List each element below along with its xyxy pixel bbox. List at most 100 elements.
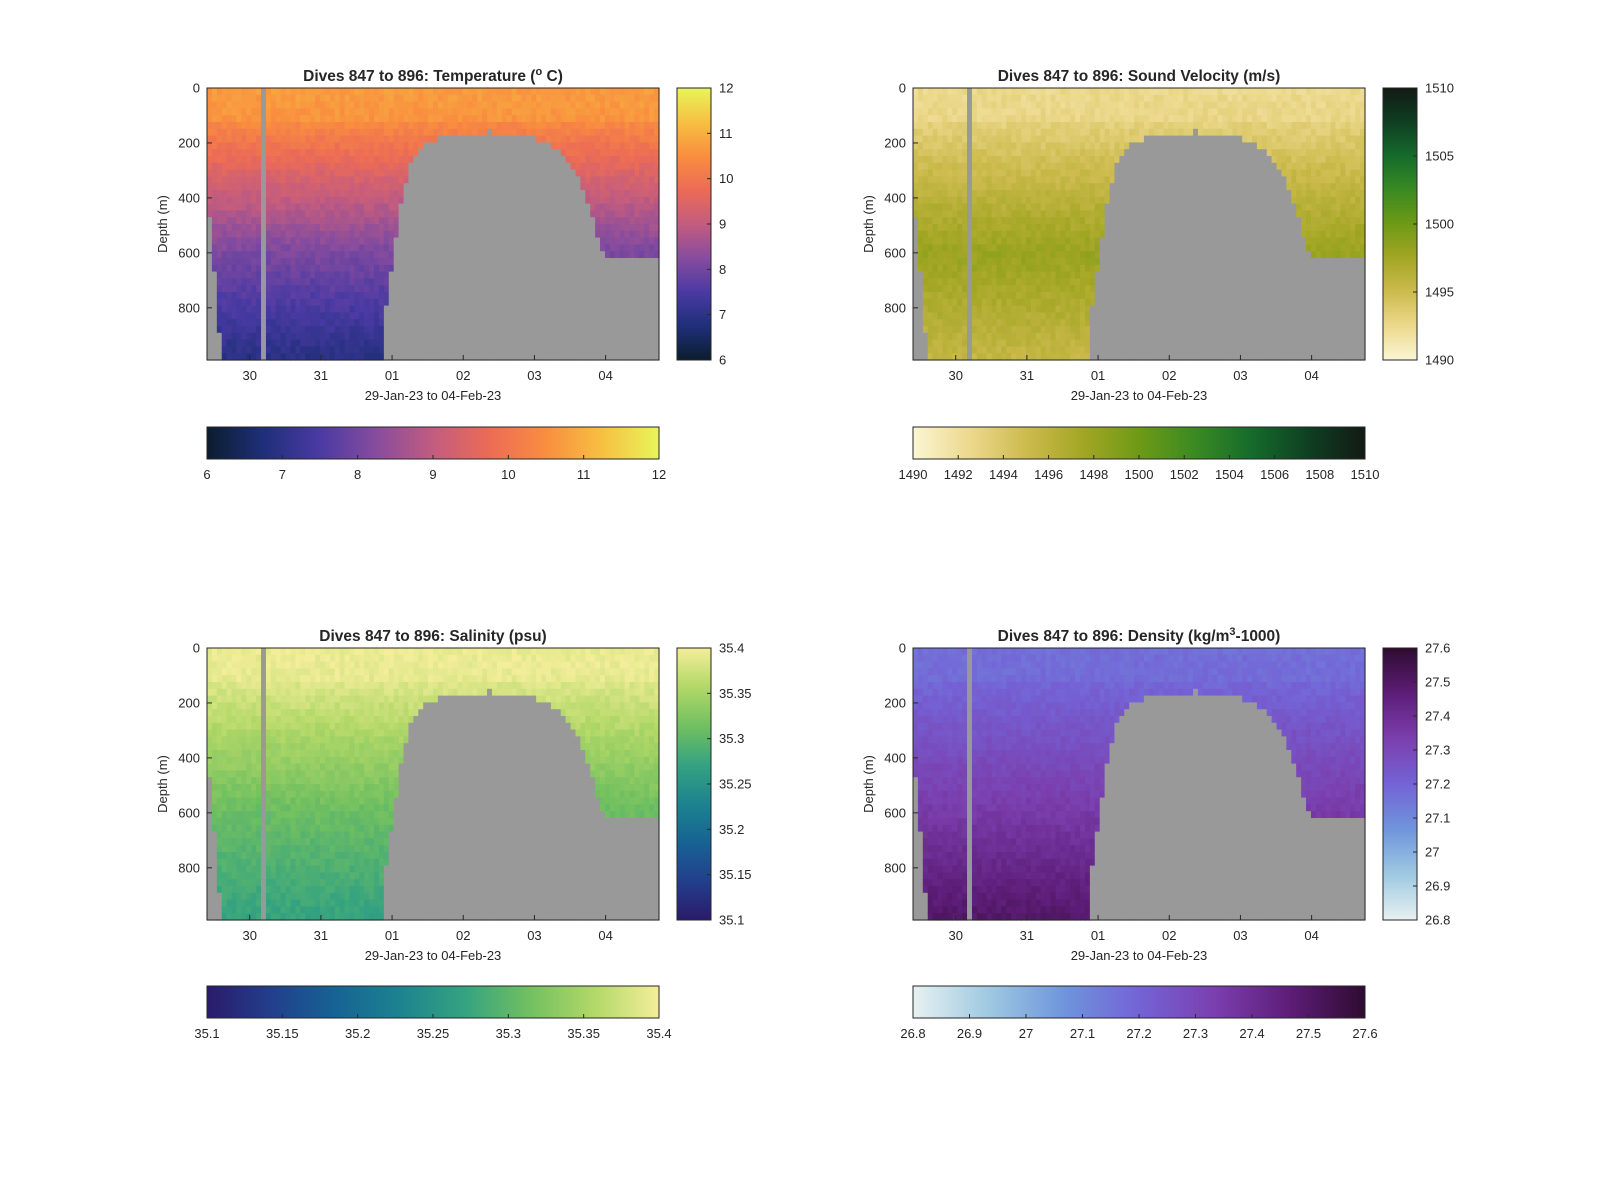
- heatmap-cell: [922, 176, 929, 184]
- heatmap-cell: [241, 230, 247, 239]
- heatmap-cell: [521, 190, 527, 198]
- heatmap-cell: [957, 176, 963, 184]
- heatmap-cell: [423, 319, 429, 327]
- heatmap-cell: [976, 122, 983, 130]
- heatmap-cell: [942, 346, 948, 354]
- heatmap-cell: [290, 264, 297, 273]
- heatmap-cell: [1006, 190, 1012, 198]
- heatmap-cell: [285, 312, 292, 320]
- heatmap-cell: [590, 278, 596, 286]
- heatmap-cell: [531, 196, 537, 205]
- heatmap-cell: [1040, 224, 1047, 232]
- heatmap-cell: [590, 162, 596, 171]
- heatmap-cell: [324, 237, 331, 245]
- heatmap-cell: [1021, 278, 1027, 286]
- heatmap-cell: [354, 251, 360, 259]
- heatmap-cell: [428, 237, 434, 245]
- heatmap-cell: [280, 339, 287, 347]
- heatmap-cell: [310, 353, 316, 361]
- heatmap-cell: [251, 122, 257, 130]
- heatmap-cell: [967, 353, 973, 361]
- heatmap-cell: [275, 203, 282, 211]
- heatmap-cell: [491, 122, 498, 130]
- heatmap-cell: [270, 217, 277, 225]
- heatmap-cell: [1021, 101, 1027, 109]
- heatmap-cell: [1011, 169, 1017, 177]
- heatmap-cell: [403, 217, 410, 225]
- heatmap-cell: [550, 128, 557, 137]
- heatmap-cell: [634, 224, 640, 232]
- heatmap-cell: [270, 203, 277, 211]
- heatmap-cell: [634, 122, 640, 130]
- heatmap-cell: [418, 244, 424, 252]
- heatmap-cell: [408, 128, 414, 137]
- heatmap-cell: [585, 190, 591, 198]
- heatmap-cell: [231, 176, 238, 184]
- heatmap-cell: [324, 203, 331, 211]
- heatmap-cell: [211, 319, 218, 327]
- heatmap-cell: [241, 353, 247, 361]
- heatmap-cell: [624, 264, 631, 273]
- heatmap-cell: [546, 237, 552, 245]
- heatmap-cell: [477, 142, 483, 150]
- heatmap-cell: [364, 190, 370, 198]
- heatmap-cell: [236, 278, 242, 286]
- heatmap-cell: [305, 285, 311, 293]
- heatmap-cell: [1050, 326, 1057, 334]
- heatmap-cell: [388, 319, 395, 327]
- heatmap-cell: [270, 156, 277, 164]
- heatmap-cell: [619, 128, 626, 137]
- heatmap-cell: [917, 196, 924, 205]
- heatmap-cell: [506, 115, 513, 123]
- heatmap-cell: [600, 88, 606, 96]
- heatmap-cell: [947, 210, 953, 218]
- heatmap-cell: [344, 108, 351, 116]
- heatmap-cell: [1050, 183, 1057, 191]
- heatmap-cell: [457, 128, 464, 137]
- heatmap-cell: [1040, 339, 1047, 347]
- heatmap-cell: [403, 101, 410, 109]
- heatmap-cell: [295, 312, 301, 320]
- heatmap-cell: [913, 122, 919, 130]
- heatmap-cell: [275, 210, 282, 218]
- heatmap-cell: [550, 332, 557, 341]
- heatmap-cell: [575, 224, 581, 232]
- heatmap-cell: [991, 285, 998, 293]
- heatmap-cell: [221, 149, 228, 157]
- heatmap-cell: [634, 298, 640, 307]
- heatmap-cell: [570, 108, 577, 116]
- heatmap-cell: [629, 292, 636, 300]
- heatmap-cell: [265, 319, 272, 327]
- heatmap-cell: [315, 94, 321, 103]
- heatmap-cell: [231, 319, 238, 327]
- heatmap-cell: [423, 88, 429, 96]
- heatmap-cell: [423, 285, 429, 293]
- heatmap-cell: [536, 203, 542, 211]
- heatmap-cell: [270, 237, 277, 245]
- heatmap-cell: [649, 264, 655, 273]
- heatmap-cell: [290, 108, 297, 116]
- heatmap-cell: [207, 305, 213, 313]
- heatmap-cell: [369, 128, 375, 137]
- heatmap-cell: [981, 312, 988, 320]
- heatmap-cell: [526, 353, 532, 361]
- heatmap-cell: [310, 332, 316, 341]
- heatmap-cell: [501, 101, 508, 109]
- heatmap-cell: [913, 176, 919, 184]
- heatmap-cell: [971, 353, 978, 361]
- heatmap-cell: [1065, 135, 1071, 143]
- heatmap-cell: [575, 176, 581, 184]
- heatmap-cell: [275, 292, 282, 300]
- heatmap-cell: [1060, 217, 1066, 225]
- heatmap-cell: [996, 305, 1003, 313]
- heatmap-cell: [398, 292, 405, 300]
- heatmap-cell: [922, 346, 929, 354]
- heatmap-cell: [629, 312, 636, 320]
- heatmap-cell: [280, 142, 287, 150]
- heatmap-cell: [403, 251, 410, 259]
- heatmap-cell: [398, 149, 405, 157]
- heatmap-cell: [614, 258, 621, 266]
- heatmap-cell: [270, 251, 277, 259]
- heatmap-cell: [393, 203, 400, 211]
- heatmap-cell: [251, 128, 257, 137]
